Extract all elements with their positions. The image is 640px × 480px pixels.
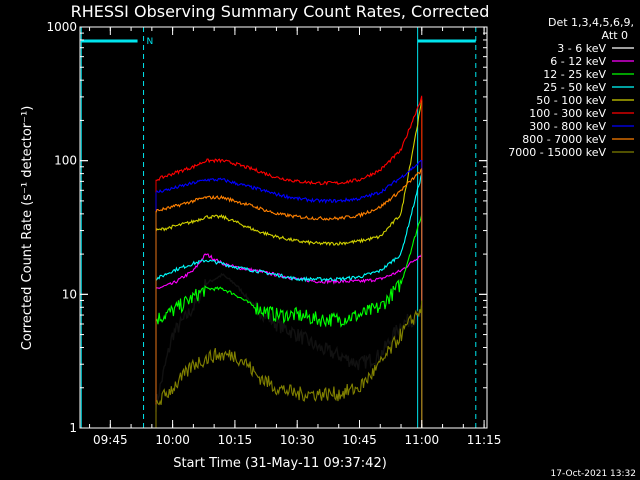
legend-entry: 12 - 25 keV bbox=[543, 68, 606, 81]
y-tick-label: 10 bbox=[62, 287, 77, 301]
plot-frame bbox=[79, 26, 488, 429]
series-line bbox=[155, 168, 423, 221]
x-tick-label: 10:45 bbox=[342, 433, 377, 447]
x-tick-label: 10:30 bbox=[280, 433, 315, 447]
legend-entry: 100 - 300 keV bbox=[529, 107, 606, 120]
x-tick-label: 11:15 bbox=[467, 433, 502, 447]
x-tick-label: 10:00 bbox=[155, 433, 190, 447]
series-line bbox=[155, 214, 423, 328]
legend-header-line-2: Att 0 bbox=[602, 29, 628, 42]
y-axis-label: Corrected Count Rate (s⁻¹ detector⁻¹) bbox=[20, 106, 35, 351]
legend-entry: 7000 - 15000 keV bbox=[508, 146, 606, 159]
legend-entry: 800 - 7000 keV bbox=[522, 133, 606, 146]
night-marker-label: N bbox=[147, 37, 154, 47]
legend-entry: 25 - 50 keV bbox=[543, 81, 606, 94]
y-tick-label: 1000 bbox=[46, 20, 77, 34]
series-line bbox=[155, 300, 423, 406]
x-axis-label: Start Time (31-May-11 09:37:42) bbox=[173, 456, 387, 471]
legend-entry: 6 - 12 keV bbox=[550, 55, 606, 68]
x-tick-label: 11:00 bbox=[405, 433, 440, 447]
y-tick-label: 1 bbox=[69, 421, 77, 435]
chart-title: RHESSI Observing Summary Count Rates, Co… bbox=[71, 2, 490, 21]
legend-entry: 50 - 100 keV bbox=[536, 94, 606, 107]
series-line bbox=[155, 253, 423, 290]
series-line bbox=[155, 272, 423, 412]
y-tick-label: 100 bbox=[54, 154, 77, 168]
legend-entry: 3 - 6 keV bbox=[557, 42, 606, 55]
legend-entry: 300 - 800 keV bbox=[529, 120, 606, 133]
legend-header-line-1: Det 1,3,4,5,6,9, bbox=[548, 16, 634, 29]
footer-date: 17-Oct-2021 13:32 bbox=[551, 469, 636, 479]
x-tick-label: 10:15 bbox=[218, 433, 253, 447]
series-line bbox=[155, 95, 423, 186]
series-line bbox=[155, 159, 423, 205]
series-line bbox=[155, 173, 423, 283]
series-line bbox=[155, 99, 423, 247]
x-tick-label: 09:45 bbox=[93, 433, 128, 447]
